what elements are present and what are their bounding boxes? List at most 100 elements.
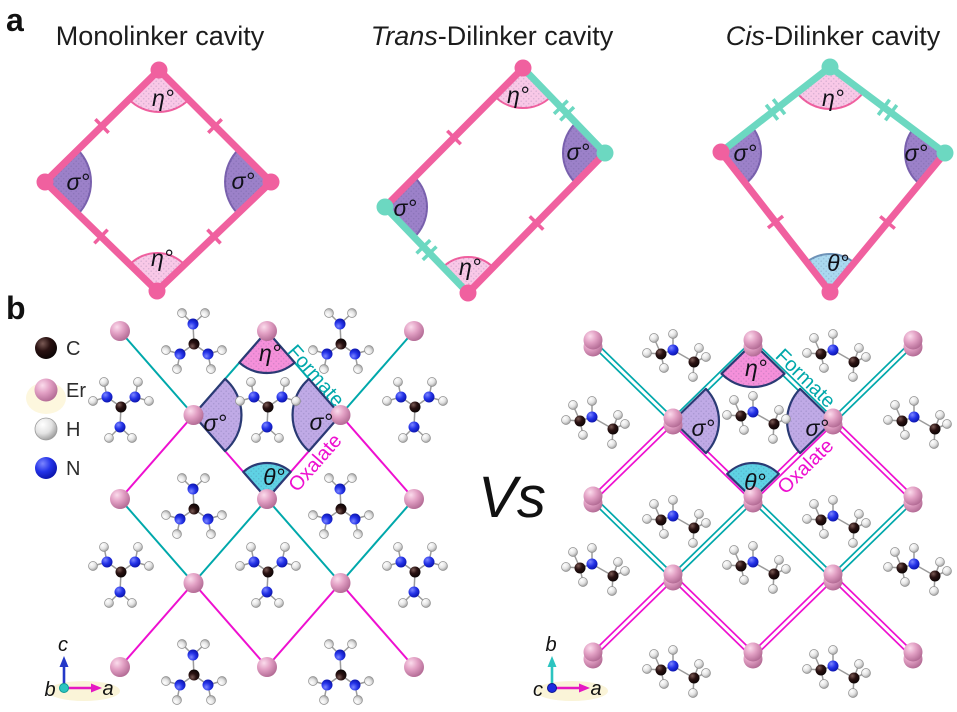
carbon-atom [115, 566, 127, 578]
carbon-atom [768, 418, 780, 430]
carbon-atom [574, 415, 586, 427]
hydrogen-atom [649, 649, 659, 659]
hydrogen-atom [319, 529, 329, 539]
guanidinium-cation [88, 542, 154, 608]
oxalate-linker [674, 574, 756, 654]
formate-linker [830, 340, 912, 420]
hydrogen-atom [133, 542, 143, 552]
panel-b-label: b [6, 290, 26, 326]
sigma-angle-label: σ° [733, 140, 756, 166]
oxalate-linker [590, 418, 672, 498]
carbon-atom [115, 401, 127, 413]
nitrogen-atom [395, 556, 407, 568]
title-italic-part: Cis [726, 21, 765, 51]
hydrogen-atom [161, 345, 171, 355]
b-axis-dot [59, 683, 69, 693]
sigma-angle-wedge-stipple [292, 378, 341, 452]
formate-linker [750, 500, 832, 580]
hydrogen-atom [578, 577, 588, 587]
eta-angle-wedge-stipple [494, 68, 551, 109]
oxalate-linker [834, 418, 916, 498]
dimethylammonium-cation [802, 645, 871, 698]
erbium-atom [743, 330, 763, 350]
hydrogen-atom [659, 363, 669, 373]
carbon-atom [896, 562, 908, 574]
eta-angle-wedge-stipple [443, 257, 494, 293]
nitrogen-atom [321, 348, 333, 360]
nitrogen-atom [248, 391, 260, 403]
oxalate-linker [119, 582, 195, 668]
nitrogen-atom [101, 391, 113, 403]
edge-tick [552, 99, 569, 116]
oxalate-linker [192, 582, 268, 668]
carbon-atom [335, 669, 347, 681]
theta-angle-wedge-stipple [806, 254, 855, 292]
nitrogen-atom [187, 649, 199, 661]
hydrogen-atom [883, 415, 893, 425]
carbon-atom [929, 423, 941, 435]
formate-linker [192, 498, 268, 584]
dimethylammonium-cation [561, 543, 630, 596]
nitrogen-atom [276, 391, 288, 403]
carbon-atom [848, 356, 860, 368]
edge-tick [766, 214, 785, 230]
hydrogen-atom [668, 495, 678, 505]
nitrogen-atom [827, 344, 839, 356]
hydrogen-atom [217, 510, 227, 520]
hydrogen-atom [382, 561, 392, 571]
axis-label-a: a [590, 678, 601, 700]
edge-tick [771, 98, 787, 116]
erbium-atom [743, 642, 763, 662]
hydrogen-atom [909, 543, 919, 553]
metal-node-dot [712, 143, 730, 161]
hydrogen-atom [324, 639, 334, 649]
hydrogen-atom [161, 676, 171, 686]
hydrogen-atom [819, 529, 829, 539]
nitrogen-atom [586, 411, 598, 423]
carbon-atom [655, 664, 667, 676]
hydrogen-atom [421, 433, 431, 443]
guanidinium-cation [161, 639, 227, 705]
eta-angle-label: η° [259, 340, 281, 366]
nitrogen-atom [187, 318, 199, 330]
hydrogen-atom [781, 414, 791, 424]
oxalate-linker [834, 574, 916, 654]
hydrogen-atom [438, 396, 448, 406]
formate-linker [590, 500, 672, 580]
oxalate-linker [830, 422, 912, 502]
nitrogen-atom [747, 556, 759, 568]
hydrogen-atom [200, 308, 210, 318]
sigma-angle-label: σ° [904, 140, 927, 166]
guanidinium-cation [161, 308, 227, 374]
metal-node-dot [262, 173, 280, 191]
edge-tick [415, 238, 432, 255]
hydrogen-atom [177, 639, 187, 649]
hydrogen-atom [739, 425, 749, 435]
hydrogen-atom [235, 396, 245, 406]
hydrogen-atom [620, 566, 630, 576]
nitrogen-atom [827, 660, 839, 672]
hydrogen-atom [235, 561, 245, 571]
carbon-atom [262, 566, 274, 578]
sigma-angle-wedge-stipple [562, 122, 605, 183]
sigma-angle-label: σ° [566, 139, 589, 165]
erbium-atom [257, 321, 277, 341]
sigma-angle-label: σ° [203, 410, 226, 436]
theta-angle-label: θ° [744, 469, 766, 495]
nitrogen-atom [334, 649, 346, 661]
hydrogen-atom [246, 542, 256, 552]
hydrogen-atom [364, 676, 374, 686]
formate-linker [754, 496, 836, 576]
nitrogen-atom [334, 483, 346, 495]
sigma-angle-wedge-stipple [385, 177, 428, 238]
erbium-atom [404, 321, 424, 341]
dimethylammonium-cation [561, 396, 630, 449]
erbium-atom [743, 486, 763, 506]
sigma-angle-label: σ° [309, 409, 332, 435]
erbium-atom [583, 486, 603, 506]
hydrogen-atom [828, 495, 838, 505]
hydrogen-atom [890, 400, 900, 410]
hydrogen-atom [802, 664, 812, 674]
carbon-atom [335, 503, 347, 515]
